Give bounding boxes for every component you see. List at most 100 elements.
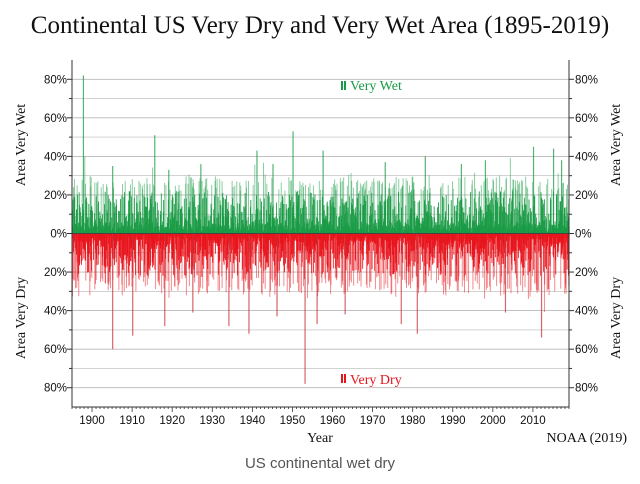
wet-bar	[542, 203, 544, 234]
wet-bar	[515, 180, 517, 234]
wet-bar	[189, 177, 191, 234]
dry-bar	[270, 233, 271, 292]
dry-bar	[450, 233, 451, 276]
wet-bar	[523, 197, 525, 234]
dry-bar	[265, 233, 267, 264]
wet-bar	[239, 190, 241, 234]
wet-bar	[117, 222, 118, 234]
wet-bar	[253, 225, 255, 234]
wet-bar	[448, 204, 449, 234]
wet-bar	[280, 182, 282, 234]
y-axis-title-wet-left: Area Very Wet	[14, 104, 29, 186]
wet-bar	[404, 222, 406, 234]
wet-bar	[203, 192, 205, 234]
dry-bar	[497, 233, 499, 262]
dry-bar	[491, 233, 493, 264]
dry-bar	[98, 233, 100, 255]
wet-bar	[396, 213, 398, 234]
dry-bar	[423, 233, 424, 286]
dry-bar	[290, 233, 292, 288]
wet-peak-bar	[384, 162, 386, 234]
wet-bar	[298, 189, 300, 234]
dry-bar	[207, 233, 209, 255]
wet-bar	[562, 182, 564, 234]
wet-bar	[402, 178, 404, 234]
dry-bar	[372, 233, 374, 251]
dry-bar	[261, 233, 263, 295]
dry-bar	[261, 233, 262, 293]
dry-bar	[198, 233, 200, 261]
dry-bar	[95, 233, 96, 285]
dry-bar	[214, 233, 216, 254]
dry-bar	[390, 233, 392, 295]
dry-bar	[353, 233, 355, 271]
wet-bar	[85, 199, 87, 234]
wet-peak-bar	[82, 75, 85, 234]
dry-bar	[176, 233, 178, 281]
dry-bar	[554, 233, 556, 292]
wet-bar	[409, 185, 410, 234]
dry-bar	[296, 233, 298, 263]
dry-bar	[432, 233, 434, 258]
wet-bar	[557, 173, 559, 234]
dry-bar	[339, 233, 341, 268]
wet-bar	[489, 203, 491, 234]
dry-bar	[241, 233, 242, 246]
wet-bar	[419, 200, 420, 234]
dry-bar	[74, 233, 76, 281]
dry-bar	[457, 233, 459, 254]
wet-bar	[467, 228, 469, 234]
wet-bar	[474, 220, 476, 234]
wet-bar	[464, 176, 466, 234]
dry-bar	[360, 233, 362, 254]
dry-bar	[386, 233, 388, 270]
wet-bar	[313, 225, 315, 234]
wet-bar	[86, 201, 88, 234]
wet-bar	[370, 186, 372, 234]
dry-bar	[470, 233, 472, 241]
wet-bar	[314, 194, 316, 234]
dry-bar	[476, 233, 478, 284]
wet-bar	[270, 202, 272, 234]
wet-bar	[354, 215, 356, 234]
dry-bar	[202, 233, 204, 289]
dry-bar	[298, 233, 300, 292]
dry-bar	[566, 233, 568, 270]
dry-bar	[470, 233, 472, 255]
wet-bar	[334, 179, 336, 234]
y-tick-label-right: 80%	[575, 74, 598, 86]
wet-bar	[532, 182, 534, 234]
wet-bar	[282, 197, 284, 234]
dry-bar	[445, 233, 447, 246]
dry-bar	[221, 233, 223, 239]
dry-bar	[459, 233, 461, 245]
dry-bar	[159, 233, 161, 273]
wet-bar	[254, 164, 256, 234]
wet-bar	[407, 180, 408, 234]
dry-bar	[81, 233, 82, 265]
wet-bar	[305, 184, 307, 234]
wet-bar	[531, 224, 533, 234]
y-tick-label-right: 40%	[575, 306, 598, 318]
dry-bar	[486, 233, 488, 271]
wet-bar	[299, 181, 301, 234]
dry-bar	[178, 233, 180, 286]
axes	[67, 60, 574, 412]
dry-bar	[268, 233, 269, 268]
wet-bar	[331, 186, 333, 234]
dry-peak-bar	[400, 233, 402, 325]
dry-bar	[106, 233, 108, 267]
dry-bar	[168, 233, 170, 253]
dry-bar	[73, 233, 75, 281]
dry-bar	[292, 233, 294, 285]
dry-bar	[166, 233, 168, 246]
wet-bar	[131, 179, 133, 234]
y-axis-title-dry-left: Area Very Dry	[14, 277, 29, 359]
dry-bar	[351, 233, 353, 241]
wet-bar	[431, 220, 433, 234]
wet-bar	[303, 198, 305, 234]
dry-bar	[213, 233, 215, 280]
dry-bar	[280, 233, 281, 262]
wet-bar	[304, 200, 306, 234]
wet-bar	[252, 185, 254, 234]
